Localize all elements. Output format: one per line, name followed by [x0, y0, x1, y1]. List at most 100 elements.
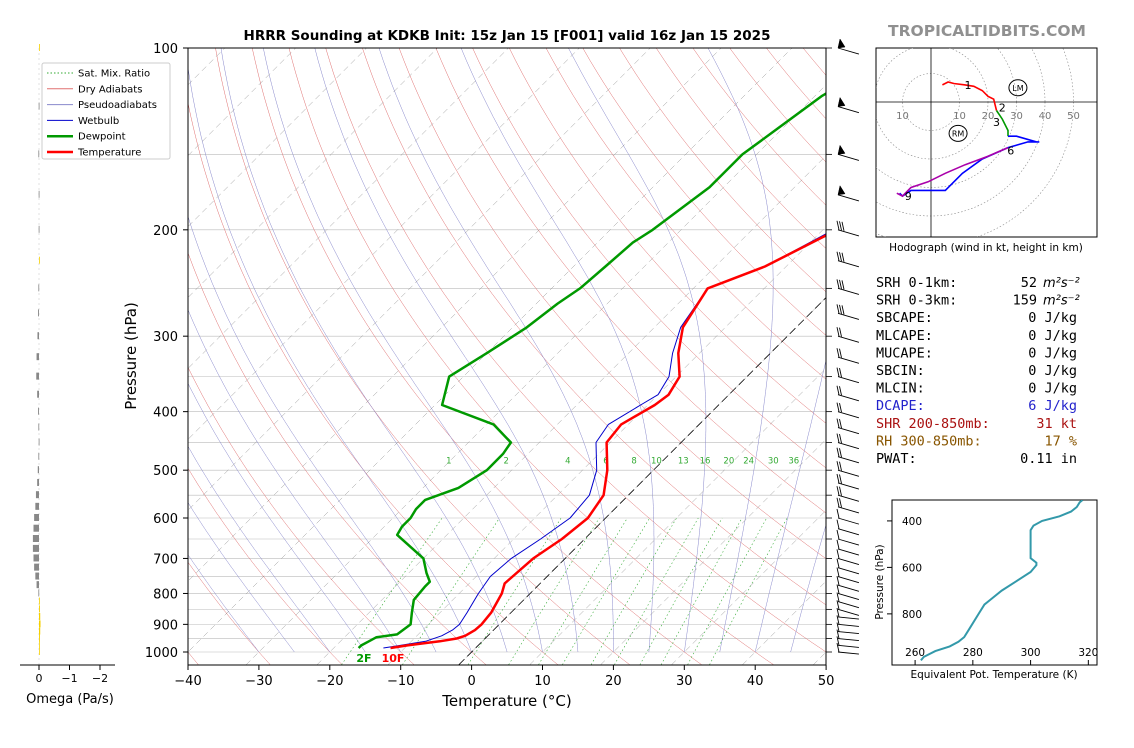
wind-barb-feather — [839, 327, 842, 337]
dry-adiabat-line — [398, 48, 826, 559]
skewt-legend: Sat. Mix. Ratio Dry Adiabats Pseudoadiabat… — [41, 62, 171, 160]
omega-bar — [37, 390, 39, 398]
wind-barb-feather — [836, 642, 840, 653]
wind-barb-feather — [836, 519, 840, 529]
wind-barb-feather — [836, 304, 840, 314]
wind-barb-feather — [836, 629, 840, 639]
index-unit: m²s⁻² — [1043, 276, 1080, 291]
dry-adiabat-line — [188, 561, 271, 665]
wind-barb — [837, 584, 860, 592]
wind-barb-flag — [837, 144, 846, 155]
dry-adiabat-line — [435, 48, 826, 514]
dry-adiabat-line — [188, 467, 343, 665]
hodograph-height-label: 6 — [1007, 144, 1014, 157]
wind-barb — [837, 548, 860, 556]
legend-label: Dry Adiabats — [78, 84, 142, 95]
omega-bar — [37, 466, 39, 474]
hodograph-height-label: 3 — [993, 116, 1000, 129]
pressure-tick-label: 800 — [153, 587, 178, 602]
isotherm-line — [188, 48, 722, 582]
wind-barb — [837, 517, 860, 525]
wind-barb-feather — [836, 558, 840, 568]
pressure-tick-label: 200 — [153, 224, 178, 239]
mixing-ratio-label: 30 — [768, 456, 779, 466]
wind-barb — [837, 394, 860, 402]
theta-e-xtick-label: 300 — [1021, 647, 1041, 659]
wind-barb — [837, 287, 860, 295]
index-value: 0.11 in — [1020, 451, 1077, 467]
theta-e-ticks: 400 600 800 260 280 300 320 — [887, 516, 1098, 665]
temperature-tick-label: −10 — [387, 674, 414, 689]
omega-bar — [37, 478, 39, 486]
wind-barb — [837, 644, 859, 648]
omega-bars — [32, 44, 41, 665]
wind-barb-flag — [837, 38, 846, 49]
omega-bar — [35, 491, 39, 499]
theta-e-xtick-label: 260 — [905, 647, 925, 659]
wind-barb — [837, 623, 859, 627]
wind-barb — [837, 194, 860, 202]
temperature-tick-label: −30 — [245, 674, 272, 689]
skewt-ylabel: Pressure (hPa) — [122, 302, 140, 410]
left-mover-marker — [1008, 79, 1028, 97]
moist-adiabat-line — [188, 502, 295, 653]
mixing-ratio-label: 24 — [743, 456, 754, 466]
moist-adiabat-line — [188, 445, 331, 653]
omega-bar — [33, 524, 39, 532]
index-value: 52 — [1021, 275, 1037, 291]
isotherm-line — [387, 226, 826, 665]
mixing-ratio-line — [639, 517, 723, 665]
mixing-ratio-line — [467, 517, 562, 665]
index-value: 0 J/kg — [1028, 363, 1077, 379]
index-label: SRH 0-1km: — [876, 275, 957, 291]
wind-barb — [837, 260, 860, 268]
moist-adiabat-line — [707, 48, 774, 653]
omega-bar — [38, 438, 40, 446]
temperature-tick-label: 10 — [534, 674, 551, 689]
omega-xlabel: Omega (Pa/s) — [26, 692, 114, 707]
hodograph-caption: Hodograph (wind in kt, height in km) — [889, 242, 1083, 254]
wind-barb-feather — [836, 607, 840, 618]
omega-bar — [36, 372, 39, 380]
isotherm-line — [316, 155, 826, 665]
surface-dewpoint-label: 2F — [356, 652, 371, 665]
wind-barb-feather — [836, 539, 840, 549]
wind-barb — [837, 651, 859, 655]
dry-adiabat-line — [215, 48, 630, 665]
wind-barb — [837, 482, 860, 490]
omega-bar — [38, 407, 39, 415]
theta-e-profile — [920, 500, 1084, 662]
zero-isotherm-line — [458, 297, 826, 665]
pressure-tick-label: 300 — [153, 330, 178, 345]
wind-barb-feather — [839, 474, 842, 484]
wind-barb-feather — [839, 498, 842, 508]
omega-tick-label: 0 — [36, 672, 43, 685]
omega-bar — [38, 225, 40, 233]
mixing-ratio-line — [341, 517, 443, 665]
wind-barb-feather — [836, 508, 840, 519]
temperature-ticks: −40 −30 −20 −10 0 10 20 30 40 50 — [174, 665, 834, 689]
wind-barb-feather — [836, 567, 840, 577]
omega-bar — [34, 563, 39, 571]
wind-barb — [837, 538, 860, 546]
dry-adiabat-line — [545, 48, 826, 380]
moist-adiabat-line — [188, 65, 472, 653]
omega-bar — [39, 256, 40, 264]
wind-barb-feather — [839, 418, 842, 429]
theta-e-xlabel: Equivalent Pot. Temperature (K) — [910, 669, 1077, 681]
wind-barb-feather — [836, 447, 840, 457]
wind-barb — [837, 456, 860, 464]
wind-barb-feather — [839, 368, 842, 378]
isotherm-line — [671, 509, 826, 665]
wind-barb-feather — [836, 418, 840, 428]
wind-barb-feather — [839, 348, 842, 358]
wind-barb-feather — [836, 486, 840, 496]
omega-bar — [39, 648, 40, 655]
mixing-ratio-line — [562, 517, 650, 665]
hodograph: 10 20 30 40 50 10 1 23 6 9 LM RM — [876, 48, 1097, 237]
isotherm-line — [600, 439, 826, 665]
omega-bar — [39, 605, 40, 613]
right-mover-label: RM — [952, 129, 965, 138]
wind-barb-feather — [839, 386, 842, 396]
